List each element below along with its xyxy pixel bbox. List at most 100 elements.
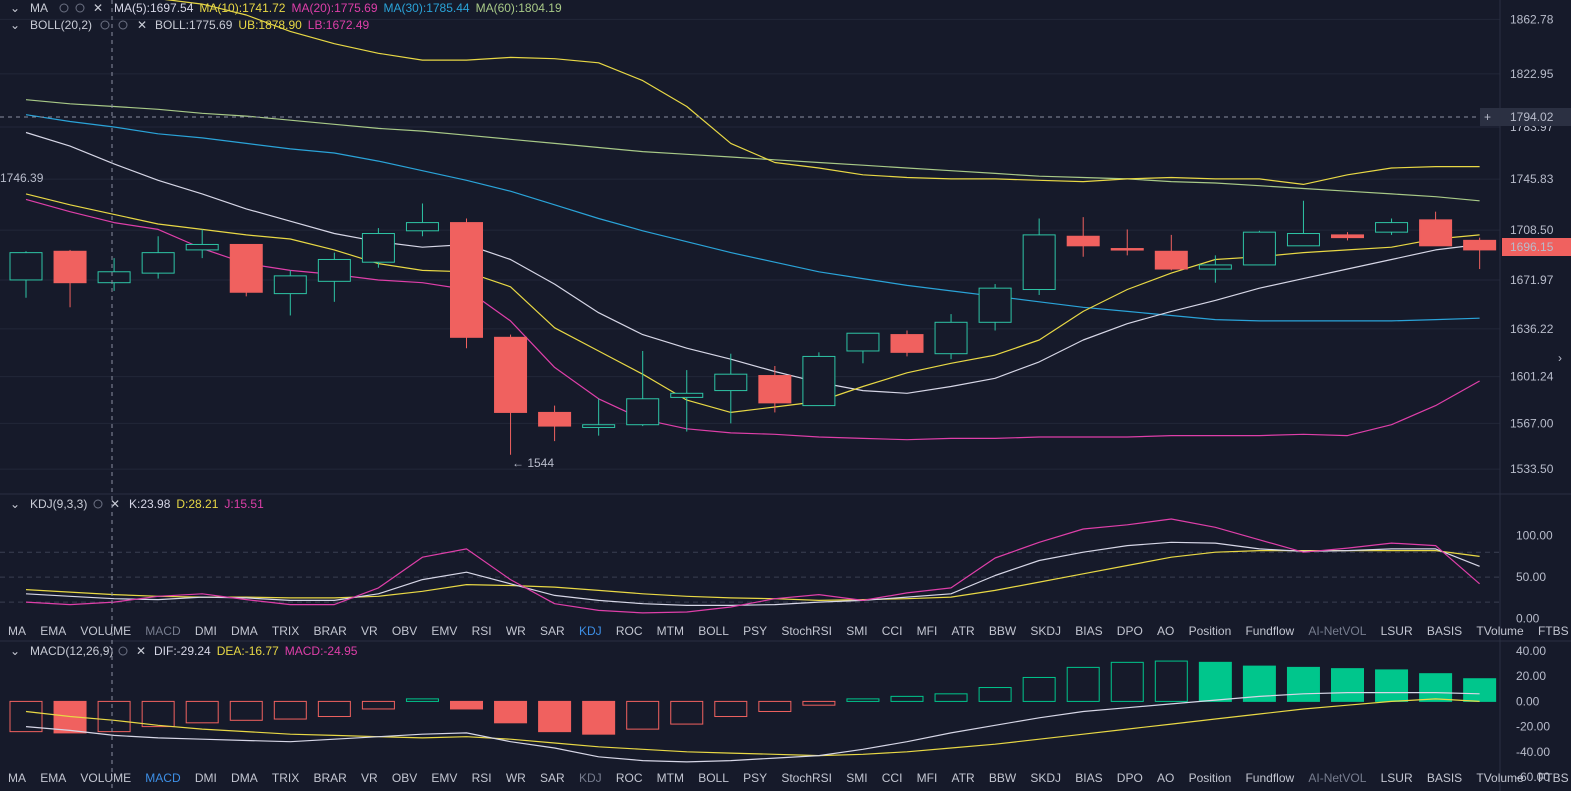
candle-down[interactable] xyxy=(1331,234,1364,239)
indicator-tab-bbw[interactable]: BBW xyxy=(989,624,1017,638)
candle-up[interactable] xyxy=(317,258,351,282)
indicator-tab-sar[interactable]: SAR xyxy=(540,771,565,785)
kdj-settings-icon[interactable] xyxy=(93,499,103,509)
indicator-tabs-lower[interactable]: MA EMA VOLUME MACD DMI DMA TRIX BRAR VR OBV EMV RSI… xyxy=(8,771,1571,785)
candle-down[interactable] xyxy=(1419,219,1453,247)
indicator-tab-ma[interactable]: MA xyxy=(8,771,26,785)
boll-settings-icon[interactable] xyxy=(118,20,128,30)
indicator-tab-macd[interactable]: MACD xyxy=(145,771,181,785)
candle-up[interactable] xyxy=(141,252,175,274)
kdj-close-icon[interactable]: ✕ xyxy=(110,497,120,511)
indicator-tab-cci[interactable]: CCI xyxy=(882,624,903,638)
indicator-tab-psy[interactable]: PSY xyxy=(743,771,767,785)
candle-down[interactable] xyxy=(538,411,572,427)
panel-expand-icon[interactable]: › xyxy=(1558,351,1562,365)
indicator-tab-ao[interactable]: AO xyxy=(1157,624,1174,638)
candle-up[interactable] xyxy=(934,321,968,355)
indicator-tab-macd[interactable]: MACD xyxy=(145,624,181,638)
indicator-tab-bbw[interactable]: BBW xyxy=(989,771,1017,785)
candle-down[interactable] xyxy=(1154,250,1188,270)
indicator-tab-kdj[interactable]: KDJ xyxy=(579,624,602,638)
candle-down[interactable] xyxy=(758,375,792,404)
indicator-tab-trix[interactable]: TRIX xyxy=(272,771,299,785)
indicator-tab-lsur[interactable]: LSUR xyxy=(1381,771,1413,785)
candle-up[interactable] xyxy=(670,392,704,398)
indicator-tab-rsi[interactable]: RSI xyxy=(472,624,492,638)
indicator-tab-vr[interactable]: VR xyxy=(361,771,378,785)
indicator-tab-skdj[interactable]: SKDJ xyxy=(1030,771,1061,785)
candle-down[interactable] xyxy=(53,250,87,284)
indicator-tab-bias[interactable]: BIAS xyxy=(1075,624,1102,638)
candle-up[interactable] xyxy=(97,271,131,284)
indicator-tab-position[interactable]: Position xyxy=(1189,771,1232,785)
indicator-tab-volume[interactable]: VOLUME xyxy=(80,624,131,638)
macd-collapse-icon[interactable]: ⌄ xyxy=(10,644,20,658)
indicator-tab-brar[interactable]: BRAR xyxy=(313,624,347,638)
indicator-tab-basis[interactable]: BASIS xyxy=(1427,624,1462,638)
candle-down[interactable] xyxy=(1110,248,1144,251)
indicator-tab-stochrsi[interactable]: StochRSI xyxy=(781,771,832,785)
candle-up[interactable] xyxy=(185,243,219,251)
indicator-tab-dpo[interactable]: DPO xyxy=(1117,624,1143,638)
candle-up[interactable] xyxy=(1022,234,1056,291)
indicator-tab-fundflow[interactable]: Fundflow xyxy=(1245,624,1294,638)
ma-visibility-icon[interactable] xyxy=(59,3,69,13)
macd-close-icon[interactable]: ✕ xyxy=(136,644,146,658)
legend-collapse-icon[interactable]: ⌄ xyxy=(10,1,20,15)
indicator-tab-emv[interactable]: EMV xyxy=(431,771,457,785)
candle-up[interactable] xyxy=(1286,233,1320,247)
indicator-tab-ai-netvol[interactable]: AI-NetVOL xyxy=(1308,771,1366,785)
indicator-tab-brar[interactable]: BRAR xyxy=(313,771,347,785)
candle-up[interactable] xyxy=(1242,231,1276,266)
indicator-tab-ma[interactable]: MA xyxy=(8,624,26,638)
candle-up[interactable] xyxy=(1198,264,1232,270)
indicator-tab-kdj[interactable]: KDJ xyxy=(579,771,602,785)
indicator-tab-dmi[interactable]: DMI xyxy=(195,624,217,638)
indicator-tab-sar[interactable]: SAR xyxy=(540,624,565,638)
indicator-tab-lsur[interactable]: LSUR xyxy=(1381,624,1413,638)
candle-down[interactable] xyxy=(1066,235,1100,247)
indicator-tab-basis[interactable]: BASIS xyxy=(1427,771,1462,785)
candle-down[interactable] xyxy=(494,336,528,413)
indicator-tab-stochrsi[interactable]: StochRSI xyxy=(781,624,832,638)
indicator-tab-trix[interactable]: TRIX xyxy=(272,624,299,638)
indicator-tab-smi[interactable]: SMI xyxy=(846,624,867,638)
indicator-tab-vr[interactable]: VR xyxy=(361,624,378,638)
indicator-tab-mtm[interactable]: MTM xyxy=(657,771,684,785)
indicator-tab-dpo[interactable]: DPO xyxy=(1117,771,1143,785)
indicator-tab-roc[interactable]: ROC xyxy=(616,624,643,638)
candle-down[interactable] xyxy=(890,334,924,353)
indicator-tabs-upper[interactable]: MA EMA VOLUME MACD DMI DMA TRIX BRAR VR OBV EMV RSI… xyxy=(8,624,1571,638)
indicator-tab-boll[interactable]: BOLL xyxy=(698,771,729,785)
boll-close-icon[interactable]: ✕ xyxy=(137,18,147,32)
macd-settings-icon[interactable] xyxy=(118,646,128,656)
indicator-tab-skdj[interactable]: SKDJ xyxy=(1030,624,1061,638)
indicator-tab-psy[interactable]: PSY xyxy=(743,624,767,638)
candle-up[interactable] xyxy=(626,398,660,426)
indicator-tab-wr[interactable]: WR xyxy=(506,624,526,638)
indicator-tab-ao[interactable]: AO xyxy=(1157,771,1174,785)
indicator-tab-smi[interactable]: SMI xyxy=(846,771,867,785)
candle-up[interactable] xyxy=(846,332,880,352)
candle-up[interactable] xyxy=(802,355,836,407)
candle-down[interactable] xyxy=(229,243,263,293)
indicator-tab-tvolume[interactable]: TVolume xyxy=(1476,624,1524,638)
indicator-tab-tvolume[interactable]: TVolume xyxy=(1476,771,1524,785)
indicator-tab-ema[interactable]: EMA xyxy=(40,624,66,638)
indicator-tab-dma[interactable]: DMA xyxy=(231,624,258,638)
indicator-tab-roc[interactable]: ROC xyxy=(616,771,643,785)
indicator-tab-cci[interactable]: CCI xyxy=(882,771,903,785)
kdj-panel[interactable]: 100.00 50.00 0.00 xyxy=(0,518,1553,626)
candle-up[interactable] xyxy=(714,373,748,392)
boll-visibility-icon[interactable] xyxy=(100,20,110,30)
indicator-tab-rsi[interactable]: RSI xyxy=(472,771,492,785)
candle-up[interactable] xyxy=(273,275,307,295)
indicator-tab-ftbs[interactable]: FTBS xyxy=(1538,771,1569,785)
indicator-tab-bias[interactable]: BIAS xyxy=(1075,771,1102,785)
indicator-tab-emv[interactable]: EMV xyxy=(431,624,457,638)
indicator-tab-wr[interactable]: WR xyxy=(506,771,526,785)
indicator-tab-boll[interactable]: BOLL xyxy=(698,624,729,638)
candle-down[interactable] xyxy=(1463,239,1497,251)
